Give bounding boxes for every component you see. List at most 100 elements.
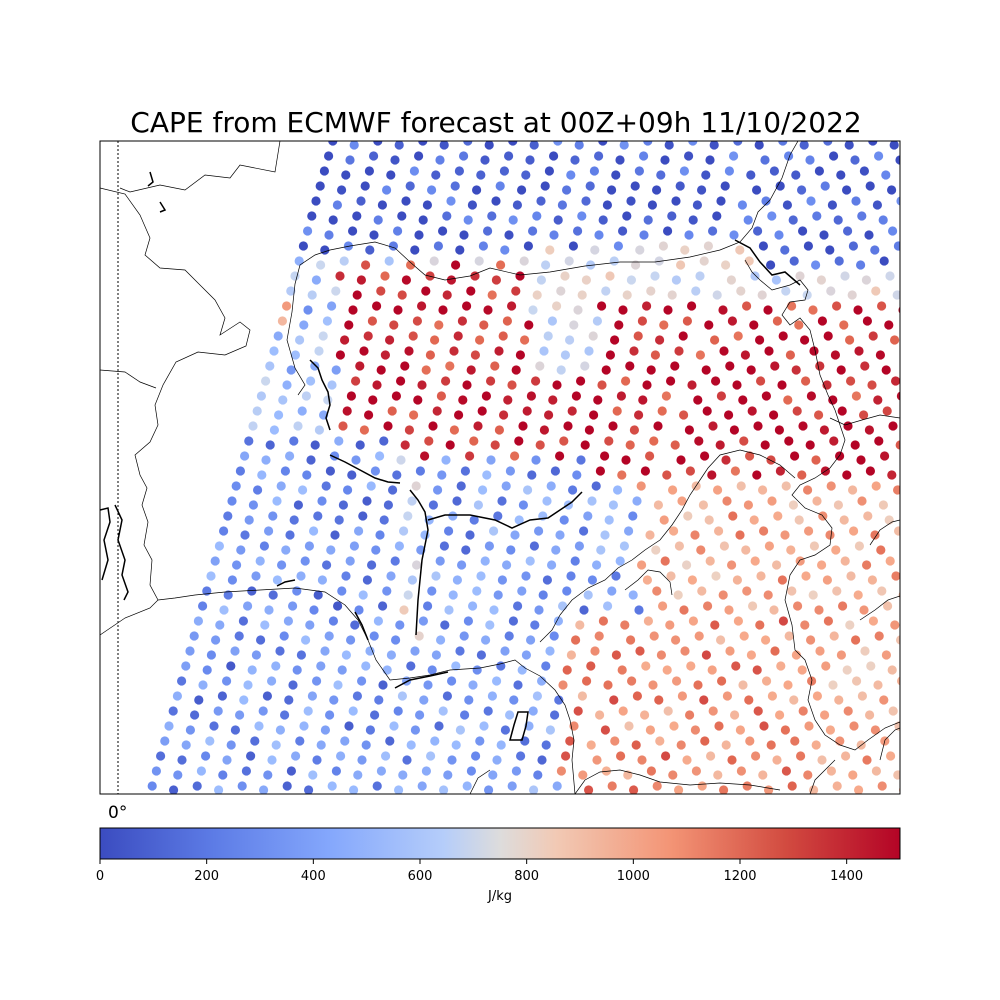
cape-point xyxy=(504,631,514,641)
cape-point xyxy=(525,155,535,165)
cape-point xyxy=(760,155,770,165)
colorbar-label: J/kg xyxy=(487,889,512,904)
cape-point xyxy=(251,650,261,660)
cape-point xyxy=(372,301,382,311)
cape-point xyxy=(497,575,507,585)
cape-point xyxy=(571,391,582,401)
cape-point xyxy=(474,256,484,266)
cape-point xyxy=(463,215,473,225)
cape-point xyxy=(217,691,227,701)
cape-point xyxy=(660,155,670,165)
cape-point xyxy=(667,211,677,221)
cape-point xyxy=(753,226,763,236)
cape-point xyxy=(654,256,664,266)
cape-point xyxy=(533,770,543,780)
cape-point xyxy=(562,586,572,596)
cape-point xyxy=(529,541,540,551)
cape-point xyxy=(566,571,576,581)
cape-point xyxy=(597,301,607,311)
cape-point xyxy=(290,271,300,281)
cape-point xyxy=(619,541,630,551)
cape-point xyxy=(626,275,637,285)
cape-point xyxy=(586,740,596,750)
cape-point xyxy=(789,256,799,266)
cape-point xyxy=(803,770,813,780)
cape-point xyxy=(475,335,485,345)
cape-point xyxy=(583,511,593,521)
cape-point xyxy=(389,320,399,330)
cape-point xyxy=(455,725,465,735)
cape-point xyxy=(444,605,454,615)
cape-point xyxy=(330,530,340,540)
cape-point xyxy=(671,635,681,645)
cape-point xyxy=(446,275,456,285)
cape-point xyxy=(721,260,731,270)
cape-point xyxy=(306,376,316,386)
cape-point xyxy=(448,590,458,600)
cape-point xyxy=(267,676,277,686)
cape-point xyxy=(515,271,525,281)
cape-point xyxy=(468,680,478,690)
cape-point xyxy=(693,395,703,405)
cape-point xyxy=(339,256,349,266)
cape-point xyxy=(719,346,729,356)
cape-point xyxy=(492,755,502,765)
cape-point xyxy=(410,245,420,255)
cape-point xyxy=(790,451,800,461)
cape-point xyxy=(845,335,855,345)
cape-point xyxy=(775,710,785,720)
cape-point xyxy=(239,695,249,705)
cape-point xyxy=(172,691,182,701)
cape-point xyxy=(364,410,374,420)
colorbar-gradient xyxy=(99,827,901,860)
cape-point xyxy=(387,406,397,416)
cape-point xyxy=(725,361,735,371)
cape-point xyxy=(732,575,743,585)
cape-point xyxy=(613,485,623,495)
cape-point xyxy=(730,466,741,476)
cape-point xyxy=(827,200,838,210)
cape-point xyxy=(812,211,822,221)
cape-point xyxy=(687,301,697,311)
cape-point xyxy=(601,286,611,296)
cape-point xyxy=(546,481,556,491)
cape-point xyxy=(850,155,860,165)
cape-point xyxy=(635,646,645,656)
cape-point xyxy=(733,616,744,626)
cape-point xyxy=(307,290,317,300)
cape-point xyxy=(862,755,872,765)
cape-point xyxy=(893,485,900,495)
cape-point xyxy=(650,271,660,281)
cape-point xyxy=(842,185,852,195)
cape-point xyxy=(261,455,271,465)
cape-point xyxy=(780,725,791,735)
cape-point xyxy=(819,230,829,240)
cape-point xyxy=(573,305,583,315)
cape-point xyxy=(758,485,768,495)
cape-point xyxy=(764,541,775,551)
cape-point xyxy=(500,245,510,255)
cape-point xyxy=(486,455,496,465)
cape-point xyxy=(543,331,553,341)
cape-point xyxy=(711,571,721,581)
cape-point xyxy=(235,710,245,720)
cape-point xyxy=(829,631,839,641)
cape-point xyxy=(382,185,392,195)
cape-point xyxy=(549,230,559,240)
cape-point xyxy=(797,665,807,675)
cape-point xyxy=(674,785,684,794)
cape-point xyxy=(849,526,859,536)
cape-point xyxy=(295,736,305,746)
cape-point xyxy=(655,736,665,746)
cape-point xyxy=(354,526,364,536)
cape-point xyxy=(365,245,375,255)
cape-point xyxy=(423,601,433,611)
cape-point xyxy=(837,406,847,416)
cape-point xyxy=(710,335,720,345)
cape-point xyxy=(663,226,673,236)
cape-point xyxy=(517,586,527,596)
cape-point xyxy=(840,556,850,566)
cape-point xyxy=(835,736,845,746)
cape-point xyxy=(637,560,647,570)
cape-point xyxy=(836,650,847,660)
